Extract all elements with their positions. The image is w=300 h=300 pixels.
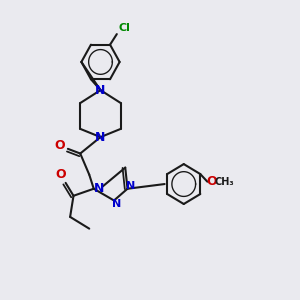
Text: N: N xyxy=(95,130,106,144)
Text: O: O xyxy=(56,168,66,181)
Text: Cl: Cl xyxy=(119,23,130,33)
Text: N: N xyxy=(95,84,106,97)
Text: O: O xyxy=(55,139,65,152)
Text: N: N xyxy=(126,182,136,191)
Text: O: O xyxy=(207,175,217,188)
Text: N: N xyxy=(94,182,105,195)
Text: CH₃: CH₃ xyxy=(214,177,234,187)
Text: N: N xyxy=(112,199,121,209)
